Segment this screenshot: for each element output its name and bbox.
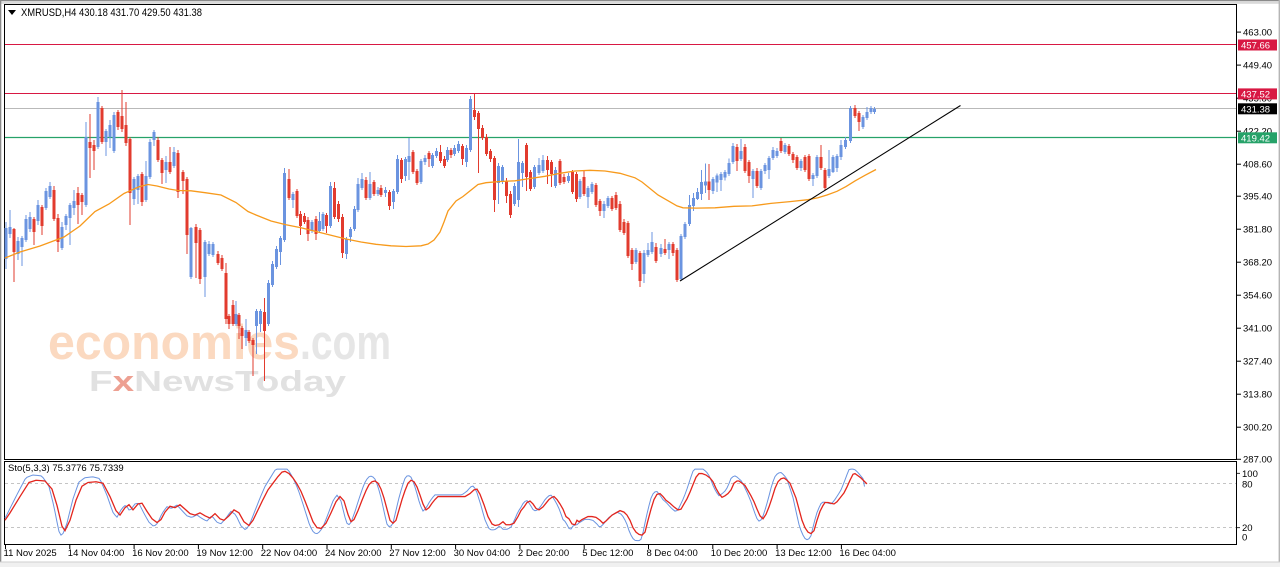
svg-text:437.52: 437.52 (1241, 90, 1270, 101)
svg-text:economies: economies (48, 316, 300, 370)
svg-text:11 Nov 2025: 11 Nov 2025 (4, 548, 57, 559)
svg-text:16 Nov 20:00: 16 Nov 20:00 (132, 548, 189, 559)
svg-text:300.20: 300.20 (1243, 423, 1272, 434)
svg-text:341.00: 341.00 (1243, 324, 1272, 335)
svg-text:422.20: 422.20 (1243, 127, 1272, 138)
svg-text:100: 100 (1242, 469, 1258, 480)
svg-text:Sto(5,3,3) 75.3776 75.7339: Sto(5,3,3) 75.3776 75.7339 (8, 463, 124, 474)
svg-text:20: 20 (1242, 523, 1253, 534)
svg-text:457.66: 457.66 (1241, 41, 1270, 52)
svg-text:16 Dec 04:00: 16 Dec 04:00 (839, 548, 896, 559)
svg-text:463.00: 463.00 (1243, 28, 1272, 39)
svg-text:2 Dec 20:00: 2 Dec 20:00 (518, 548, 569, 559)
svg-text:368.20: 368.20 (1243, 258, 1272, 269)
svg-text:10 Dec 20:00: 10 Dec 20:00 (711, 548, 768, 559)
svg-text:XMRUSD,H4 430.18 431.70 429.5: XMRUSD,H4 430.18 431.70 429.50 431.38 (21, 7, 202, 19)
svg-text:419.42: 419.42 (1241, 133, 1270, 144)
svg-text:381.80: 381.80 (1243, 225, 1272, 236)
svg-text:431.38: 431.38 (1241, 104, 1270, 115)
svg-text:395.40: 395.40 (1243, 192, 1272, 203)
svg-text:8 Dec 04:00: 8 Dec 04:00 (647, 548, 698, 559)
svg-text:354.60: 354.60 (1243, 291, 1272, 302)
svg-text:5 Dec 12:00: 5 Dec 12:00 (582, 548, 633, 559)
svg-text:14 Nov 04:00: 14 Nov 04:00 (68, 548, 125, 559)
svg-text:0: 0 (1242, 533, 1247, 544)
svg-text:22 Nov 04:00: 22 Nov 04:00 (261, 548, 318, 559)
svg-text:449.40: 449.40 (1243, 61, 1272, 72)
svg-text:80: 80 (1242, 479, 1253, 490)
svg-text:.com: .com (300, 316, 391, 370)
svg-text:19 Nov 12:00: 19 Nov 12:00 (196, 548, 253, 559)
svg-text:327.40: 327.40 (1243, 357, 1272, 368)
svg-text:30 Nov 04:00: 30 Nov 04:00 (454, 548, 511, 559)
svg-text:287.00: 287.00 (1243, 455, 1272, 466)
svg-text:13 Dec 12:00: 13 Dec 12:00 (775, 548, 832, 559)
svg-text:24 Nov 20:00: 24 Nov 20:00 (325, 548, 382, 559)
svg-text:313.80: 313.80 (1243, 390, 1272, 401)
svg-text:27 Nov 12:00: 27 Nov 12:00 (389, 548, 446, 559)
svg-text:408.60: 408.60 (1243, 160, 1272, 171)
